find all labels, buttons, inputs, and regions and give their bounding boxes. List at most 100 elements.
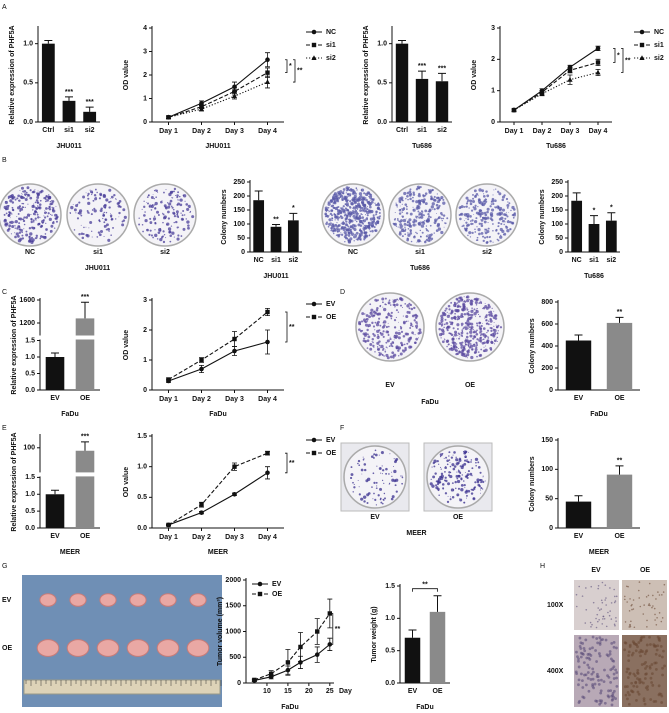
colony [460,478,463,481]
colony [496,340,498,342]
colony [461,330,464,333]
colony [154,207,157,209]
y-tick-label: 250 [233,179,245,186]
colony [432,461,436,465]
colony [468,326,471,329]
colony [474,204,477,207]
colony [11,198,14,200]
colony [41,221,44,224]
y-axis-label: Colony numbers [529,456,536,511]
colony [456,318,459,321]
colony [328,222,332,226]
ihc-cell [605,597,607,599]
plate-label: si2 [160,249,170,256]
ihc-cell [602,615,604,618]
colony [149,217,152,220]
ihc-cell [609,610,611,612]
x-axis-label: MEER [208,549,228,556]
colony [382,335,385,339]
colony [442,198,445,201]
colony [332,201,336,205]
colony [366,493,370,497]
marker [265,470,270,476]
colony [390,497,394,501]
colony [478,321,481,324]
colony [455,332,457,334]
colony [495,188,497,190]
colony [361,216,365,219]
ihc-cell [643,677,647,680]
panel-letter: D [340,289,345,296]
colony [353,240,355,242]
colony [485,345,487,347]
ihc-cell [590,625,592,628]
colony [467,218,470,221]
x-tick-label: Day 3 [225,396,244,403]
colony [110,213,111,214]
colony [155,189,158,192]
ihc-cell [598,641,602,645]
plate-label: si2 [482,249,492,256]
colony [482,349,486,353]
colony [416,239,421,243]
colony [424,209,428,213]
ihc-cell [654,667,658,671]
ihc-cell [577,683,580,687]
colony [347,225,350,228]
colony [170,225,173,227]
colony [355,213,359,217]
y-axis-label: OD value [123,60,130,90]
colony [30,240,34,244]
colony [95,196,97,199]
ihc-cell [584,683,588,687]
ihc-cell [613,601,616,604]
colony [372,472,375,475]
colony [160,236,164,239]
colony [415,216,417,219]
significance: ** [335,626,341,633]
colony [21,194,23,195]
x-tick-label: Day 4 [258,396,277,403]
colony [44,233,47,235]
bar [605,220,617,252]
colony [368,315,371,319]
colony [430,205,434,209]
colony [466,476,469,480]
colony [70,205,74,210]
colony [453,316,455,318]
colony [122,208,126,212]
colony [429,216,432,219]
colony [505,197,509,201]
ihc-cell [662,649,665,653]
colony [110,234,112,236]
colony [509,220,512,224]
colony [393,319,397,322]
colony [476,226,478,228]
colony [374,453,378,457]
ihc-cell [588,652,591,656]
colony [407,223,409,225]
colony [173,190,175,193]
colony [175,210,179,214]
colony [484,230,486,232]
colony [406,191,410,195]
colony [114,198,117,200]
ihc-cell [652,605,654,607]
colony [405,212,409,215]
ihc-cell [650,663,654,666]
colony [165,237,167,239]
colony [382,301,384,304]
colony [480,215,482,217]
y-tick-label: 0.5 [25,508,35,515]
colony [372,456,375,459]
colony [412,220,416,224]
ihc-cell [615,595,618,598]
colony [138,223,141,226]
ihc-cell [653,607,656,610]
colony [482,200,486,203]
colony [412,333,414,335]
colony [152,193,154,195]
colony [167,205,171,209]
colony [467,325,469,328]
colony [467,234,469,237]
